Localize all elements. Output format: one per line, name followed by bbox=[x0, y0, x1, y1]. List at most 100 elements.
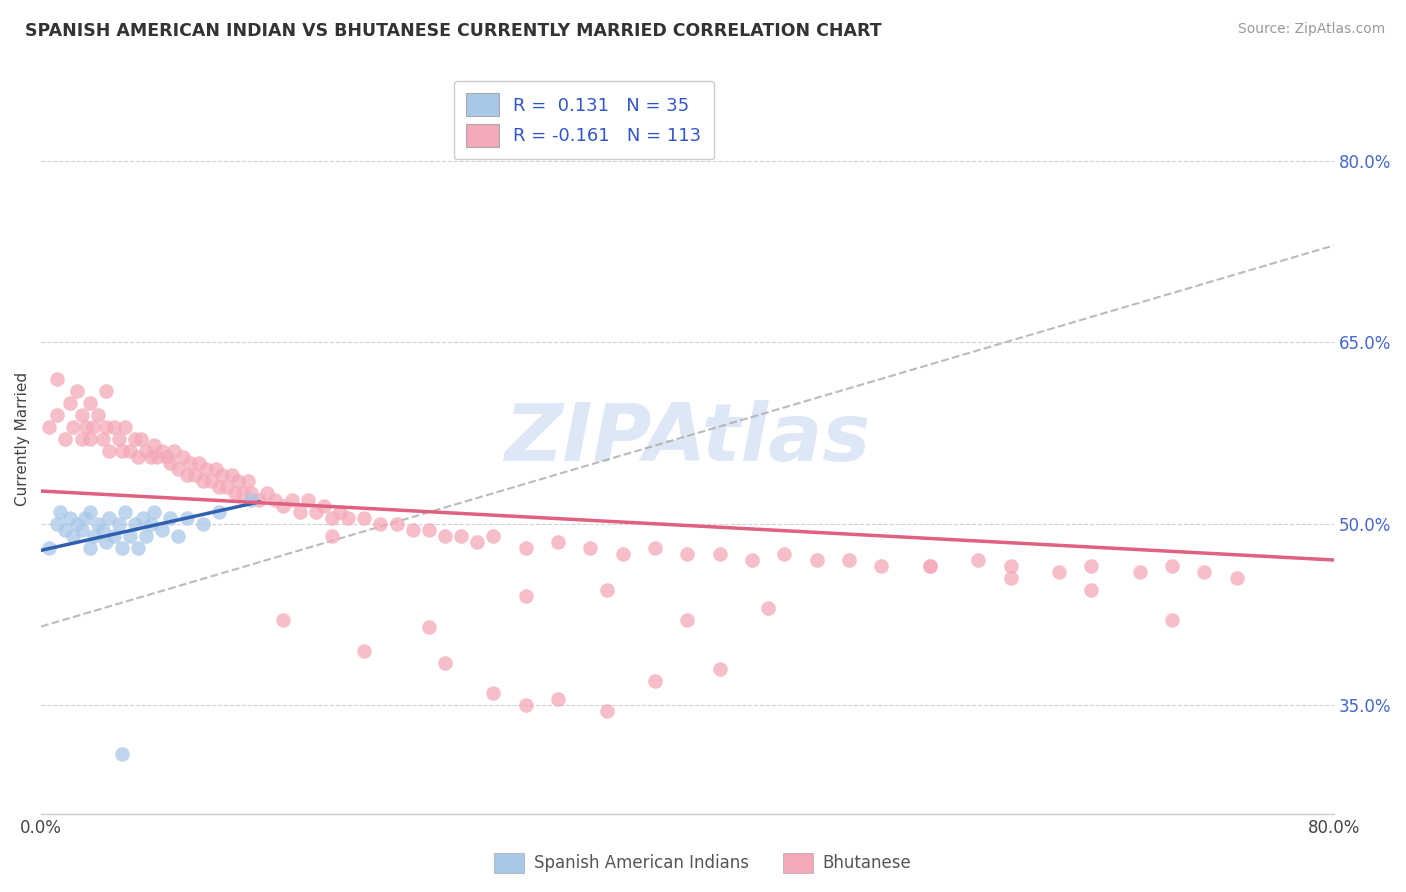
Point bbox=[143, 438, 166, 452]
Point bbox=[215, 480, 238, 494]
Point bbox=[226, 475, 249, 489]
Point bbox=[337, 510, 360, 524]
Point bbox=[1080, 583, 1102, 598]
Point bbox=[150, 523, 173, 537]
Point bbox=[870, 559, 893, 574]
Point bbox=[188, 456, 211, 470]
Point bbox=[644, 541, 666, 555]
Point bbox=[208, 480, 231, 494]
Point bbox=[66, 516, 89, 531]
Point bbox=[240, 486, 263, 500]
Point bbox=[59, 396, 82, 410]
Point bbox=[59, 510, 82, 524]
Text: ZIPAtlas: ZIPAtlas bbox=[505, 400, 870, 478]
Point bbox=[208, 505, 231, 519]
Y-axis label: Currently Married: Currently Married bbox=[15, 372, 30, 506]
Point bbox=[150, 444, 173, 458]
Point bbox=[264, 492, 287, 507]
Point bbox=[107, 516, 129, 531]
Point bbox=[305, 505, 328, 519]
Point bbox=[434, 529, 457, 543]
Point bbox=[1000, 559, 1022, 574]
Point bbox=[114, 420, 136, 434]
Point bbox=[183, 468, 205, 483]
Point bbox=[135, 529, 157, 543]
Point bbox=[418, 523, 440, 537]
Point bbox=[1226, 571, 1249, 585]
Point bbox=[62, 420, 84, 434]
Legend: Spanish American Indians, Bhutanese: Spanish American Indians, Bhutanese bbox=[488, 847, 918, 880]
Point bbox=[595, 583, 617, 598]
Point bbox=[236, 475, 259, 489]
Point bbox=[159, 456, 181, 470]
Point bbox=[127, 450, 149, 465]
Point bbox=[450, 529, 472, 543]
Point bbox=[918, 559, 941, 574]
Point bbox=[139, 516, 162, 531]
Point bbox=[91, 432, 114, 446]
Point bbox=[139, 450, 162, 465]
Point bbox=[224, 486, 246, 500]
Point bbox=[94, 384, 117, 398]
Point bbox=[91, 523, 114, 537]
Point bbox=[179, 456, 201, 470]
Point bbox=[159, 510, 181, 524]
Point bbox=[370, 516, 392, 531]
Point bbox=[232, 486, 254, 500]
Point bbox=[211, 468, 233, 483]
Point bbox=[107, 432, 129, 446]
Point bbox=[49, 505, 72, 519]
Point bbox=[806, 553, 828, 567]
Point bbox=[94, 420, 117, 434]
Point bbox=[418, 619, 440, 633]
Point bbox=[204, 462, 226, 476]
Point bbox=[111, 444, 134, 458]
Point bbox=[515, 589, 537, 603]
Point bbox=[124, 516, 146, 531]
Text: Source: ZipAtlas.com: Source: ZipAtlas.com bbox=[1237, 22, 1385, 37]
Point bbox=[297, 492, 319, 507]
Point bbox=[200, 475, 222, 489]
Point bbox=[70, 523, 93, 537]
Point bbox=[162, 444, 184, 458]
Point bbox=[515, 698, 537, 713]
Point bbox=[79, 396, 101, 410]
Point bbox=[321, 510, 343, 524]
Point bbox=[135, 444, 157, 458]
Point bbox=[1129, 565, 1152, 579]
Point bbox=[176, 510, 198, 524]
Point bbox=[547, 692, 569, 706]
Point bbox=[118, 444, 141, 458]
Point bbox=[312, 499, 335, 513]
Point bbox=[1194, 565, 1216, 579]
Point bbox=[156, 450, 179, 465]
Point bbox=[434, 656, 457, 670]
Point bbox=[98, 510, 121, 524]
Point bbox=[1000, 571, 1022, 585]
Point bbox=[86, 408, 108, 422]
Point bbox=[288, 505, 311, 519]
Point bbox=[70, 432, 93, 446]
Point bbox=[103, 420, 125, 434]
Point bbox=[62, 529, 84, 543]
Point bbox=[73, 510, 96, 524]
Point bbox=[579, 541, 602, 555]
Point bbox=[709, 662, 731, 676]
Point bbox=[75, 420, 97, 434]
Point bbox=[167, 529, 190, 543]
Point bbox=[918, 559, 941, 574]
Point bbox=[94, 534, 117, 549]
Point bbox=[773, 547, 796, 561]
Point bbox=[353, 510, 375, 524]
Point bbox=[46, 516, 69, 531]
Point bbox=[240, 492, 263, 507]
Point bbox=[221, 468, 243, 483]
Point bbox=[247, 492, 270, 507]
Point bbox=[127, 541, 149, 555]
Point bbox=[66, 384, 89, 398]
Point bbox=[103, 529, 125, 543]
Point bbox=[146, 450, 169, 465]
Point bbox=[83, 529, 105, 543]
Point bbox=[676, 614, 699, 628]
Point bbox=[256, 486, 278, 500]
